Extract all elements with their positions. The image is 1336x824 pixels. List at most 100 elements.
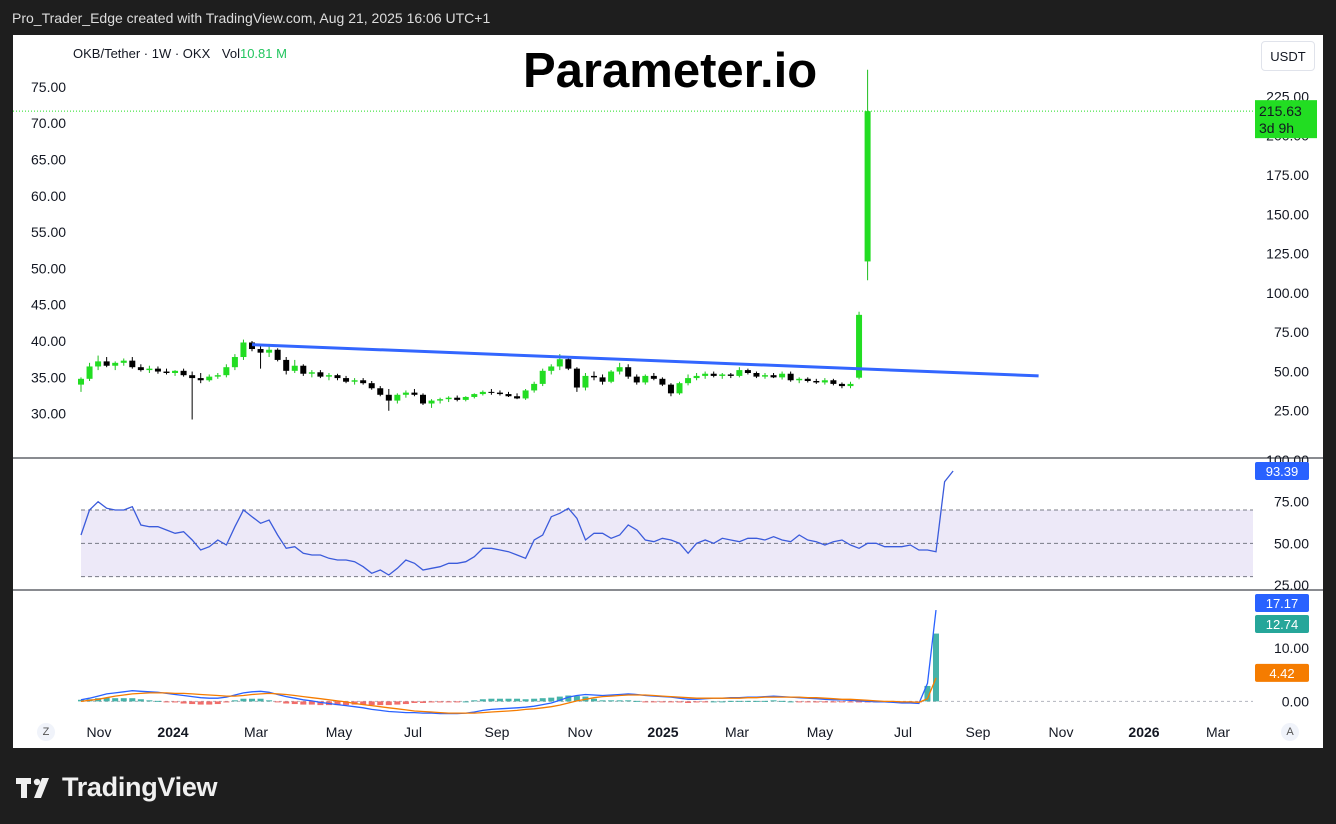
candle-body [821, 380, 828, 383]
candle-body [471, 394, 478, 397]
candle-body [591, 375, 597, 378]
pane-separators [13, 457, 1323, 591]
macd-histogram-bar [377, 701, 384, 706]
candle-body [223, 367, 230, 376]
right-axis-tick: 50.00 [1274, 363, 1309, 379]
macd-histogram-bar [103, 697, 110, 702]
macd-histogram-bar [847, 701, 854, 703]
vol-value: 10.81 M [239, 46, 287, 61]
macd-histogram-bar [625, 700, 632, 702]
macd-histogram-bar [796, 701, 803, 703]
candle-body [206, 376, 213, 381]
candle-body [556, 359, 563, 367]
macd-histogram-bar [736, 700, 743, 702]
left-axis-tick: 35.00 [31, 369, 66, 385]
left-axis-tick: 45.00 [31, 297, 66, 313]
macd-histogram-bar [556, 696, 563, 702]
candle-body [830, 380, 837, 384]
candle-body [385, 394, 392, 401]
macd-histogram-bar [360, 701, 367, 705]
candle-body [283, 359, 290, 371]
macd-histogram-bar [505, 698, 512, 702]
macd-histogram-bar [445, 701, 452, 703]
currency-button[interactable]: USDT [1261, 41, 1315, 71]
macd-histogram-bar [539, 698, 546, 702]
time-axis-tick: 2024 [157, 724, 188, 740]
time-axis-tick: Nov [87, 724, 112, 740]
candle-body [214, 375, 221, 377]
macd-histogram-bar [154, 700, 161, 702]
candle-body [710, 373, 717, 376]
candle-body [762, 375, 768, 377]
macd-histogram-bar [779, 700, 786, 702]
macd-histogram-bar [402, 701, 409, 705]
macd-histogram-bar [727, 700, 734, 702]
candle-body [291, 365, 298, 371]
candle-body [727, 374, 734, 376]
candle-body [804, 378, 811, 381]
macd-histogram-bar [924, 685, 931, 702]
signal-line [80, 677, 937, 714]
macd-histogram-bar [496, 698, 503, 702]
last-price-badge: 215.63 [1259, 103, 1302, 119]
histogram-value-badge: 12.74 [1266, 617, 1299, 632]
macd-histogram-bar [522, 699, 529, 702]
candle-body [78, 378, 84, 385]
macd-histogram-bar [231, 700, 238, 702]
rsi-value-badge-bg [1255, 462, 1309, 481]
tradingview-brand: TradingView [62, 772, 218, 802]
tradingview-logo[interactable]: TradingView [16, 772, 218, 803]
candle-body [360, 380, 367, 384]
macd-histogram-bar [693, 701, 700, 703]
macd-histogram-bar [659, 701, 666, 703]
chart-svg[interactable]: 75.00 70.00 65.00 60.00 55.00 50.00 45.00 40.00… [13, 35, 1323, 748]
macd-histogram-bar [702, 701, 709, 703]
macd-axis-tick: 10.00 [1274, 640, 1309, 656]
macd-histogram-bar [334, 701, 341, 706]
left-axis-tick: 50.00 [31, 260, 66, 276]
macd-axis[interactable]: 10.00 0.00 [1274, 640, 1309, 709]
macd-histogram-bar [462, 701, 469, 703]
macd-histogram-bar [591, 698, 597, 702]
candle-body [736, 370, 743, 376]
macd-histogram-bar [394, 701, 401, 705]
watermark-text: Parameter.io [523, 44, 818, 98]
candle-body [702, 373, 709, 376]
candle-body [343, 378, 350, 382]
macd-histogram-bar [257, 698, 264, 702]
macd-histogram-bar [428, 701, 435, 703]
macd-histogram-bar [283, 701, 290, 704]
zoom-reset-button[interactable]: Z [37, 723, 55, 741]
macd-histogram-bar [120, 698, 127, 702]
macd-histogram-bar [206, 701, 213, 705]
candle-body [813, 380, 820, 383]
left-price-axis[interactable]: 75.00 70.00 65.00 60.00 55.00 50.00 45.00 40.00… [31, 79, 66, 422]
chart-frame[interactable]: 75.00 70.00 65.00 60.00 55.00 50.00 45.00 40.00… [13, 35, 1323, 748]
macd-group [78, 610, 1253, 715]
candle-body [137, 367, 144, 371]
rsi-line [80, 470, 954, 576]
macd-histogram-bar [838, 701, 845, 703]
rsi-value-badge: 93.39 [1266, 464, 1299, 479]
macd-histogram-bar [172, 701, 179, 703]
macd-histogram-bar [667, 701, 674, 703]
candle-body [582, 375, 589, 388]
macd-histogram-bar [437, 701, 444, 703]
candle-body [531, 383, 538, 391]
macd-histogram-bar [710, 701, 717, 703]
time-axis[interactable]: Nov 2024 Mar May Jul Sep Nov 2025 Mar May Jul Sep No… [87, 724, 1231, 740]
candle-body [95, 361, 102, 367]
candle-body [496, 392, 503, 395]
macd-histogram-bar [479, 699, 486, 702]
candle-body [616, 367, 623, 372]
rsi-axis-tick: 25.00 [1274, 577, 1309, 593]
right-axis-tick: 150.00 [1266, 206, 1309, 222]
macd-value-badge: 17.17 [1266, 596, 1299, 611]
auto-scale-button[interactable]: A [1281, 723, 1299, 741]
candle-body [103, 361, 110, 366]
candle-body [514, 396, 521, 399]
macd-histogram-bar [471, 700, 478, 702]
macd-histogram-bar [78, 699, 84, 702]
candle-body [445, 397, 452, 400]
